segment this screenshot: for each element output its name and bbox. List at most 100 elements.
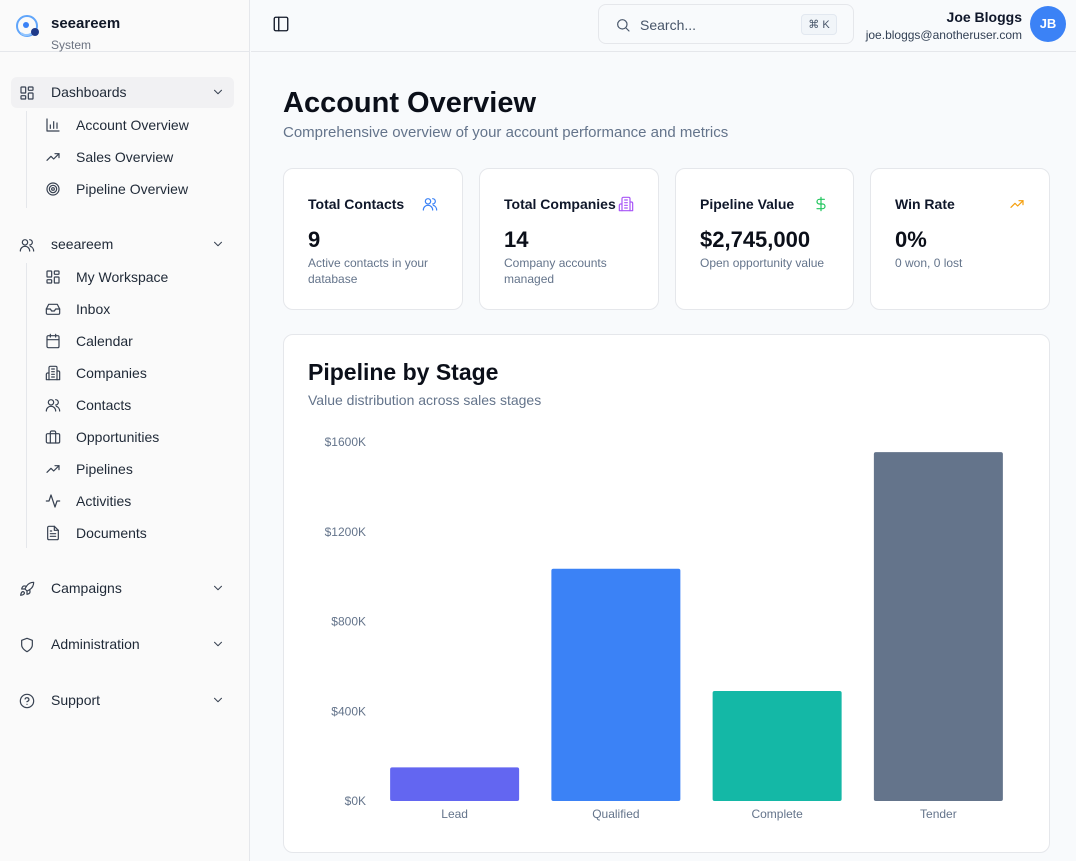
inbox-icon	[45, 303, 61, 315]
building-icon	[45, 365, 61, 381]
sidebar-item-companies[interactable]: Companies	[38, 359, 234, 387]
chevron-down-icon	[213, 697, 223, 703]
sidebar-item-label: Companies	[76, 365, 147, 381]
sidebar-item-label: Pipeline Overview	[76, 181, 189, 197]
sidebar-item-inbox[interactable]: Inbox	[38, 295, 234, 323]
sidebar-item-activities[interactable]: Activities	[38, 487, 234, 515]
search-input[interactable]: Search... ⌘ K	[598, 4, 854, 44]
users-icon	[45, 399, 61, 412]
sidebar-item-my-workspace[interactable]: My Workspace	[38, 263, 234, 291]
chart-bar-complete[interactable]	[712, 691, 842, 801]
rocket-icon	[20, 581, 35, 596]
sidebar-item-opportunities[interactable]: Opportunities	[38, 423, 234, 451]
chevron-down-icon	[213, 641, 223, 647]
users-icon	[422, 198, 438, 211]
y-tick-label: $800K	[331, 615, 366, 629]
nav-group-dashboards[interactable]: Dashboards	[11, 77, 234, 108]
nav-group-campaigns[interactable]: Campaigns	[11, 573, 234, 604]
stat-value: 9	[308, 227, 321, 252]
brand-logo-icon	[16, 15, 39, 37]
stat-card-pipeline-value: Pipeline Value $2,745,000 Open opportuni…	[675, 168, 854, 310]
stat-description: Company accounts managed	[504, 256, 607, 286]
search-shortcut-badge: ⌘ K	[801, 14, 837, 35]
y-tick-label: $0K	[345, 794, 366, 808]
y-tick-label: $1600K	[325, 435, 366, 449]
chart-title: Pipeline by Stage	[308, 359, 499, 385]
chart-subtitle: Value distribution across sales stages	[308, 392, 542, 408]
page-title: Account Overview	[283, 87, 537, 119]
user-name: Joe Bloggs	[946, 9, 1022, 25]
pipeline-chart-card: $0K $400K $800K $1200K $1600K Lead Qualified Co…	[283, 334, 1050, 853]
sidebar-item-sales-overview[interactable]: Sales Overview	[38, 143, 234, 171]
stat-description: 0 won, 0 lost	[895, 256, 963, 270]
brand-header[interactable]: seeareem System	[0, 0, 250, 52]
nav-group-workspace[interactable]: seeareem	[11, 229, 234, 260]
stat-value: 0%	[895, 227, 927, 252]
nav-group-administration[interactable]: Administration	[11, 629, 234, 660]
user-email: joe.bloggs@anotheruser.com	[865, 28, 1022, 42]
sidebar-item-label: Sales Overview	[76, 149, 174, 165]
stat-description: Open opportunity value	[700, 256, 825, 270]
chart-bar-lead[interactable]	[390, 767, 520, 801]
nav-group-label: Campaigns	[51, 580, 122, 596]
sidebar-item-pipelines[interactable]: Pipelines	[38, 455, 234, 483]
stat-card-win-rate: Win Rate 0% 0 won, 0 lost	[870, 168, 1050, 310]
brand-name: seeareem	[51, 15, 121, 32]
sidebar-item-calendar[interactable]: Calendar	[38, 327, 234, 355]
briefcase-icon	[45, 430, 61, 444]
trending-up-icon	[1010, 200, 1024, 208]
bar-chart-icon	[46, 118, 60, 132]
sidebar-item-label: Pipelines	[76, 461, 133, 477]
pipeline-bar-chart: $0K $400K $800K $1200K $1600K Lead Qualified Co…	[325, 435, 1003, 821]
x-tick-label: Qualified	[592, 807, 639, 821]
calendar-icon	[46, 333, 60, 349]
chart-bar-tender[interactable]	[873, 452, 1003, 801]
sidebar-item-label: Contacts	[76, 397, 132, 413]
stat-title: Total Contacts	[308, 196, 405, 212]
users-icon	[19, 239, 35, 252]
nav-group-label: seeareem	[51, 236, 114, 252]
y-tick-label: $1200K	[325, 525, 366, 539]
help-circle-icon	[19, 693, 35, 709]
avatar[interactable]: JB	[1030, 6, 1066, 42]
nav-group-label: Administration	[51, 636, 140, 652]
chevron-down-icon	[213, 585, 223, 591]
nav-group-support[interactable]: Support	[11, 685, 234, 716]
brand-subtitle: System	[51, 38, 92, 52]
x-tick-label: Lead	[441, 807, 468, 821]
stat-value: $2,745,000	[700, 227, 811, 252]
search-icon	[617, 19, 630, 32]
sidebar-toggle-icon[interactable]	[272, 15, 290, 33]
x-tick-label: Complete	[751, 807, 803, 821]
y-tick-label: $400K	[331, 704, 366, 718]
search-placeholder: Search...	[640, 17, 697, 33]
sidebar-item-label: Opportunities	[76, 429, 160, 445]
trending-up-icon	[46, 153, 60, 161]
target-icon	[46, 182, 60, 196]
building-icon	[618, 196, 634, 212]
sidebar-item-contacts[interactable]: Contacts	[38, 391, 234, 419]
x-tick-label: Tender	[920, 807, 957, 821]
sidebar-item-account-overview[interactable]: Account Overview	[38, 111, 234, 139]
sidebar-item-label: Activities	[76, 493, 132, 509]
sidebar-item-pipeline-overview[interactable]: Pipeline Overview	[38, 175, 234, 203]
sidebar-item-label: My Workspace	[76, 269, 169, 285]
file-text-icon	[47, 525, 59, 541]
stat-card-total-companies: Total Companies 14 Company accounts mana…	[479, 168, 659, 310]
nav-group-label: Dashboards	[51, 84, 127, 100]
shield-icon	[21, 637, 33, 653]
layout-dashboard-icon	[20, 86, 34, 100]
activity-icon	[45, 494, 61, 508]
sidebar-item-documents[interactable]: Documents	[38, 519, 234, 547]
top-bar: Search... ⌘ K Joe Bloggs joe.bloggs@anot…	[251, 0, 1076, 52]
stat-card-total-contacts: Total Contacts 9 Active contacts in your…	[283, 168, 463, 310]
nav-group-label: Support	[51, 692, 101, 708]
chevron-down-icon	[213, 241, 223, 247]
chevron-down-icon	[213, 89, 223, 95]
chart-bar-qualified[interactable]	[551, 568, 681, 801]
dollar-icon	[816, 196, 826, 212]
sidebar-item-label: Documents	[76, 525, 147, 541]
sidebar-item-label: Account Overview	[76, 117, 189, 133]
page-subtitle: Comprehensive overview of your account p…	[283, 124, 729, 141]
submenu-rail	[26, 111, 27, 208]
